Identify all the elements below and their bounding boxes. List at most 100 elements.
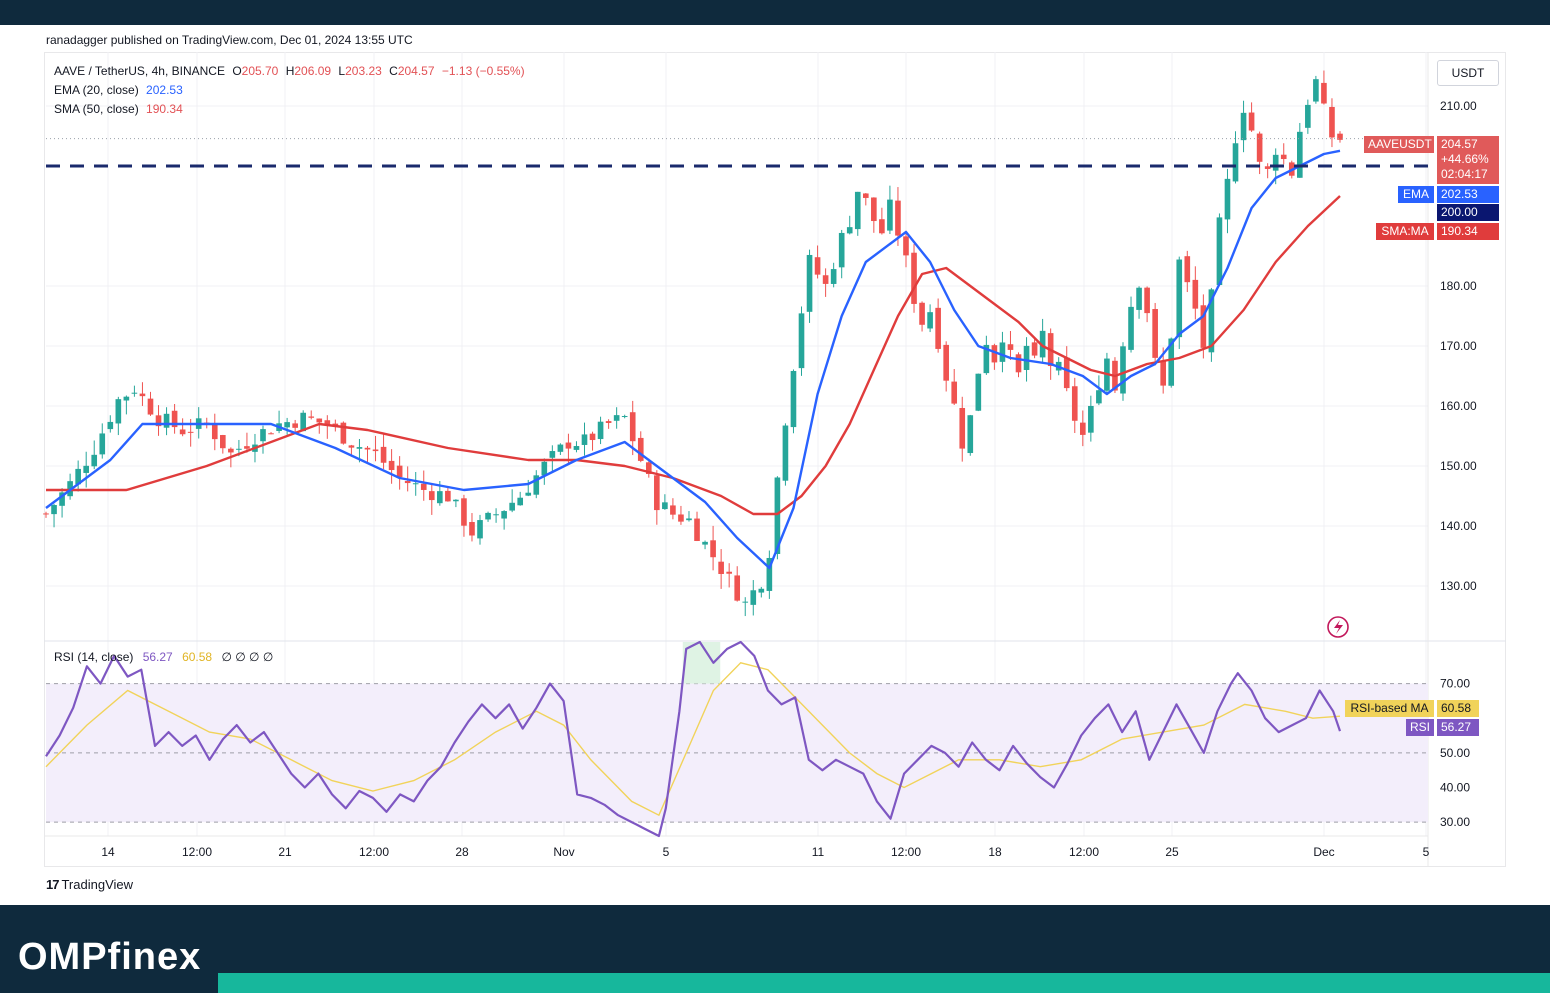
candle	[662, 494, 668, 510]
legend-sma-row[interactable]: SMA (50, close) 190.34	[54, 100, 529, 119]
candle-body	[300, 412, 307, 432]
candle	[1071, 377, 1078, 434]
symbol-tag: AAVEUSDT	[1364, 136, 1434, 153]
candle	[1096, 375, 1102, 406]
candle-body	[356, 447, 363, 449]
rsi-tick-label: 40.00	[1440, 781, 1470, 795]
candle	[67, 473, 73, 500]
candle	[742, 597, 749, 617]
candle-body	[629, 412, 636, 442]
candle-body	[678, 514, 684, 522]
legend-sma-value: 190.34	[146, 102, 183, 116]
candle-body	[573, 446, 580, 450]
candle-body	[846, 227, 853, 234]
candle	[396, 456, 403, 490]
flash-icon-circle	[1327, 616, 1349, 638]
time-tick-label: 11	[812, 845, 825, 859]
time-tick-label: 25	[1165, 845, 1179, 859]
candle-body	[461, 498, 467, 526]
legend-high-label: H	[285, 64, 295, 78]
candle	[292, 419, 298, 433]
candle-body	[139, 393, 146, 397]
candle	[380, 433, 387, 469]
candle-body	[862, 193, 869, 198]
candle	[557, 443, 564, 455]
candle-body	[935, 307, 941, 349]
chart-canvas[interactable]: 130.00 140.00 150.00 160.00 170.00 180.00 210.…	[0, 0, 1550, 905]
currency-selector[interactable]: USDT	[1437, 60, 1499, 86]
candle	[75, 460, 81, 492]
candle-body	[1264, 166, 1271, 169]
candle-body	[220, 435, 226, 449]
candle-body	[758, 588, 765, 593]
candle-body	[1240, 112, 1247, 141]
candle-body	[437, 491, 443, 504]
candle	[581, 422, 588, 456]
candle	[670, 498, 676, 520]
candle	[59, 488, 65, 518]
candle	[43, 511, 49, 518]
legend-close-value: 204.57	[397, 64, 435, 78]
candle-body	[469, 522, 475, 536]
candle	[517, 491, 524, 506]
rsi-legend[interactable]: RSI (14, close) 56.27 60.58 ∅ ∅ ∅ ∅	[54, 650, 279, 664]
rsi-legend-extras: ∅ ∅ ∅ ∅	[221, 650, 274, 664]
candle	[959, 396, 966, 462]
tradingview-logo[interactable]: 17 TradingView	[46, 877, 133, 892]
candle	[99, 423, 106, 459]
candle-body	[268, 433, 274, 435]
candle-body	[822, 275, 829, 284]
candle-body	[236, 448, 242, 450]
candle	[244, 432, 250, 453]
candle	[83, 451, 89, 488]
candle-body	[260, 429, 266, 442]
candle-body	[1152, 309, 1158, 358]
candle	[573, 441, 580, 453]
candle-body	[1144, 287, 1150, 314]
candle-body	[887, 199, 893, 231]
candle-body	[388, 460, 395, 471]
candle-body	[1168, 338, 1175, 386]
candle	[340, 421, 347, 445]
candle-body	[911, 252, 917, 304]
candle	[629, 400, 636, 456]
candle-body	[171, 410, 178, 428]
candle	[1329, 98, 1335, 148]
candle	[726, 563, 732, 588]
sma-tag-name: SMA:MA	[1376, 223, 1434, 240]
candle	[1039, 318, 1046, 363]
candle	[1031, 338, 1038, 359]
candle-body	[670, 505, 676, 515]
candle	[702, 540, 708, 550]
price-tick-label: 130.00	[1440, 579, 1477, 593]
candle	[549, 445, 556, 472]
candle-body	[324, 420, 331, 425]
candle-body	[1329, 106, 1335, 138]
candle-body	[589, 433, 596, 441]
candle	[1216, 213, 1223, 286]
candle-body	[943, 344, 949, 381]
candle	[589, 431, 596, 451]
candle-body	[1007, 344, 1014, 350]
candle	[862, 193, 869, 206]
candle-body	[525, 492, 532, 496]
candle	[469, 513, 475, 542]
candle	[284, 417, 290, 435]
time-tick-label: 18	[988, 845, 1002, 859]
time-tick-label: Nov	[553, 845, 574, 859]
candle	[1136, 286, 1142, 319]
candle-body	[798, 313, 805, 369]
tradingview-logo-text: TradingView	[61, 877, 134, 892]
time-tick-label: 28	[455, 845, 469, 859]
candle-body	[179, 429, 186, 435]
time-axis: 14 12:00 21 12:00 28 Nov 5 11 12:00 18 12:00 25 Dec 5	[101, 845, 1429, 859]
candle	[999, 331, 1006, 373]
candle	[1256, 131, 1263, 175]
rsi-line	[45, 640, 1342, 838]
candle	[645, 458, 652, 478]
candlestick-series	[43, 70, 1343, 617]
legend-ema-row[interactable]: EMA (20, close) 202.53	[54, 81, 529, 100]
candle-body	[1136, 287, 1142, 310]
candle	[268, 432, 274, 435]
candle	[1232, 131, 1239, 184]
